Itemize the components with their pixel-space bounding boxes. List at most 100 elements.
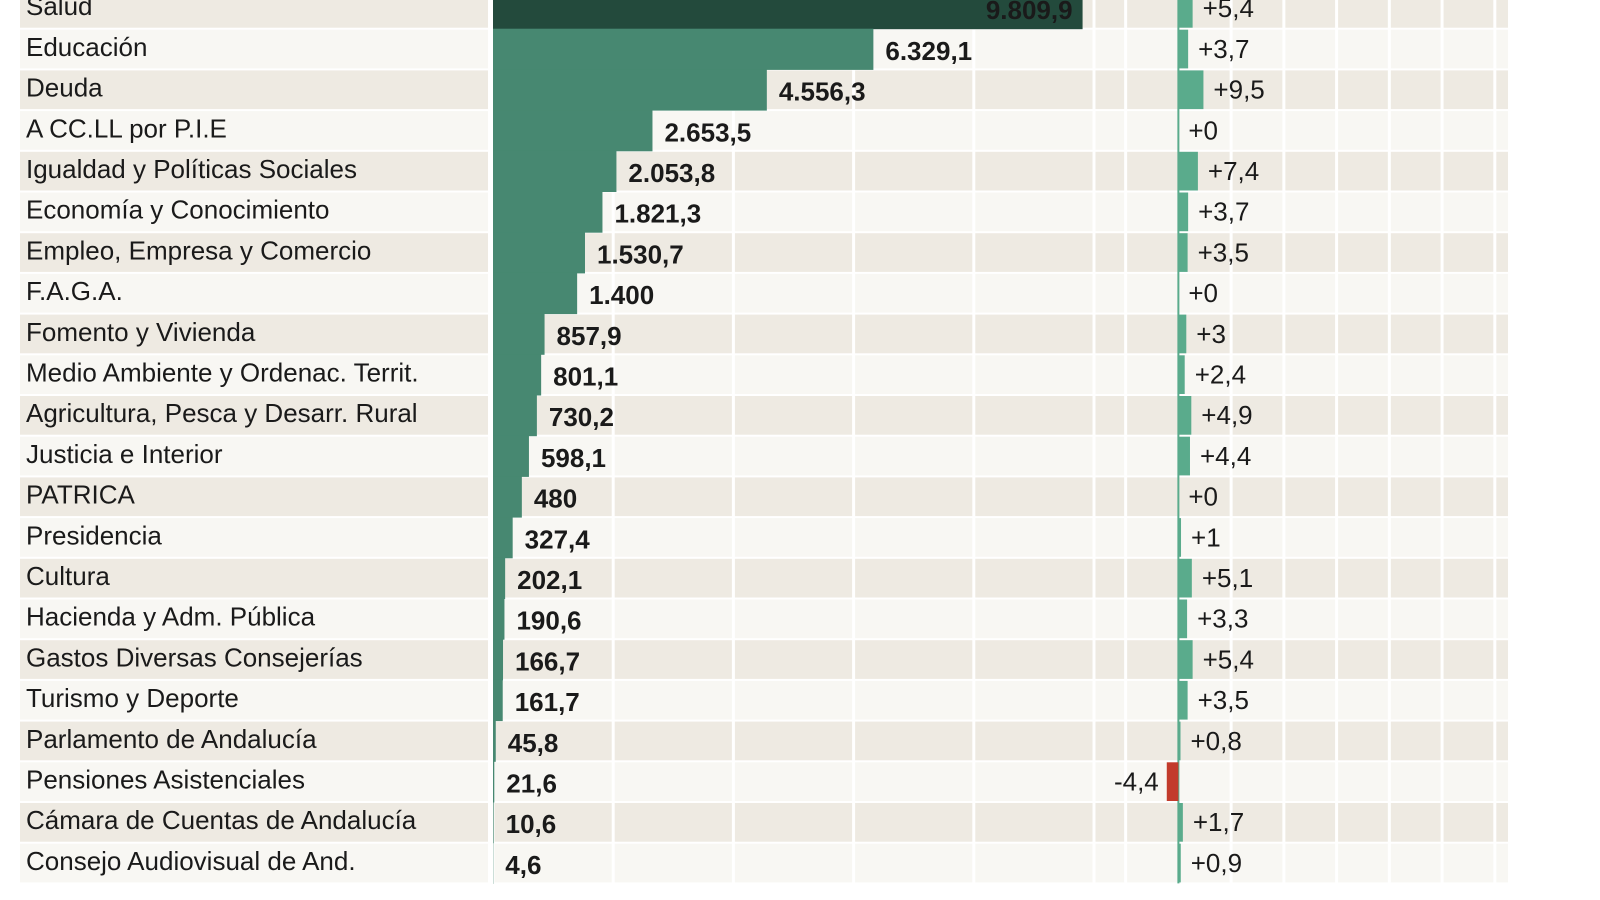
bar xyxy=(493,761,495,803)
change-label: +4,4 xyxy=(1200,441,1251,471)
row-label-bg xyxy=(20,314,488,354)
bar xyxy=(493,476,522,518)
value-label: 166,7 xyxy=(515,646,580,676)
row-bg xyxy=(493,192,1508,232)
row-label-bg xyxy=(20,599,488,639)
row-label-bg xyxy=(20,70,488,110)
change-label: +0 xyxy=(1188,115,1218,145)
bar xyxy=(493,395,537,437)
row-bg xyxy=(493,599,1508,639)
change-bar xyxy=(1178,355,1185,394)
row-label-bg xyxy=(20,355,488,394)
bar xyxy=(493,517,513,559)
change-label: +0,9 xyxy=(1191,848,1242,878)
category-label: Pensiones Asistenciales xyxy=(26,765,305,795)
change-label: +5,4 xyxy=(1203,0,1254,23)
category-label: Empleo, Empresa y Comercio xyxy=(26,235,371,265)
row-bg xyxy=(493,843,1508,883)
row-label-bg xyxy=(20,558,488,598)
value-label: 21,6 xyxy=(506,769,557,799)
row-bg xyxy=(493,477,1508,517)
value-label: 2.053,8 xyxy=(628,158,715,188)
change-label: +3,7 xyxy=(1198,197,1249,227)
category-label: Cultura xyxy=(26,561,110,591)
category-label: Medio Ambiente y Ordenac. Territ. xyxy=(26,358,419,388)
category-label: Turismo y Deporte xyxy=(26,683,239,713)
row-bg xyxy=(493,151,1508,191)
bar xyxy=(493,191,603,233)
category-label: Gastos Diversas Consejerías xyxy=(26,642,363,672)
row-label-bg xyxy=(20,843,488,883)
value-label: 857,9 xyxy=(557,321,622,351)
change-bar xyxy=(1178,70,1204,110)
value-label: 161,7 xyxy=(515,687,580,717)
change-bar xyxy=(1178,518,1182,557)
change-label: +1 xyxy=(1191,522,1221,552)
row-label-bg xyxy=(20,803,488,842)
row-bg xyxy=(493,721,1508,761)
row-bg xyxy=(493,436,1508,476)
category-label: Fomento y Vivienda xyxy=(26,317,256,347)
change-bar xyxy=(1178,314,1187,354)
category-label: Educación xyxy=(26,32,147,62)
change-label: +3,5 xyxy=(1198,685,1249,715)
change-label: +3,5 xyxy=(1198,237,1249,267)
value-label: 4,6 xyxy=(505,850,541,880)
value-label: 1.400 xyxy=(589,280,654,310)
row-label-bg xyxy=(20,640,488,679)
change-label: +0 xyxy=(1188,482,1218,512)
row-bg xyxy=(493,558,1508,598)
row-bg xyxy=(493,640,1508,679)
bar xyxy=(493,110,653,152)
row-label-bg xyxy=(20,518,488,557)
value-label: 10,6 xyxy=(506,809,557,839)
change-label: +0,8 xyxy=(1190,726,1241,756)
row-bg xyxy=(493,680,1508,720)
bar xyxy=(493,0,1083,30)
change-bar xyxy=(1178,192,1189,232)
value-label: 598,1 xyxy=(541,443,606,473)
change-bar xyxy=(1178,680,1188,720)
category-label: Justicia e Interior xyxy=(26,439,223,469)
change-bar xyxy=(1178,599,1188,639)
row-bg xyxy=(493,233,1508,272)
category-label: Igualdad y Políticas Sociales xyxy=(26,154,357,184)
change-label: +4,9 xyxy=(1201,400,1252,430)
category-label: Salud xyxy=(26,0,93,21)
change-label: +0 xyxy=(1188,278,1218,308)
change-label: +3 xyxy=(1196,319,1226,349)
bar xyxy=(493,720,496,762)
row-bg xyxy=(493,314,1508,354)
row-label-bg xyxy=(20,762,488,801)
change-bar xyxy=(1178,843,1181,883)
bar xyxy=(493,69,767,111)
value-label: 801,1 xyxy=(553,362,618,392)
change-bar xyxy=(1178,558,1192,598)
change-bar xyxy=(1178,151,1198,191)
change-label: +1,7 xyxy=(1193,807,1244,837)
row-label-bg xyxy=(20,396,488,435)
row-label-bg xyxy=(20,192,488,232)
row-label-bg xyxy=(20,0,488,28)
row-label-bg xyxy=(20,721,488,761)
change-bar xyxy=(1178,721,1181,761)
category-label: Economía y Conocimiento xyxy=(26,195,329,225)
value-label: 327,4 xyxy=(525,524,591,554)
change-bar xyxy=(1178,29,1189,69)
category-label: Cámara de Cuentas de Andalucía xyxy=(26,805,417,835)
bar xyxy=(493,354,542,396)
category-label: Agricultura, Pesca y Desarr. Rural xyxy=(26,398,418,428)
bar xyxy=(493,313,545,355)
category-label: Consejo Audiovisual de And. xyxy=(26,846,356,876)
row-bg xyxy=(493,762,1508,801)
change-label: +9,5 xyxy=(1213,75,1264,105)
value-label: 4.556,3 xyxy=(779,77,866,107)
change-bar xyxy=(1178,233,1188,272)
row-bg xyxy=(493,111,1508,150)
value-label: 1.821,3 xyxy=(614,199,701,229)
row-label-bg xyxy=(20,680,488,720)
bar xyxy=(493,639,504,681)
row-label-bg xyxy=(20,477,488,517)
